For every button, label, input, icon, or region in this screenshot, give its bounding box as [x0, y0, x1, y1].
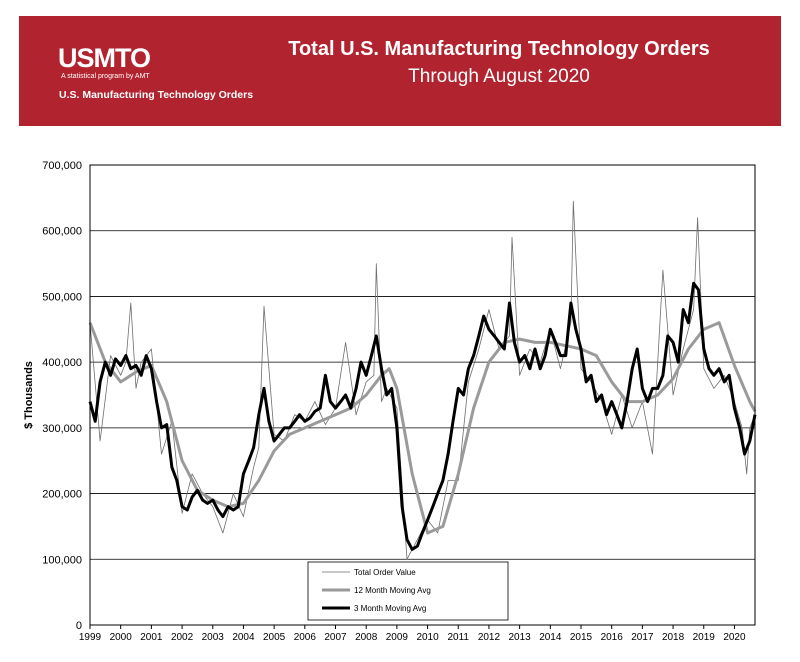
y-tick-label: 700,000: [42, 160, 82, 172]
x-tick-label: 2008: [355, 632, 378, 643]
legend-label: Total Order Value: [354, 568, 416, 577]
line-chart: 0 100,000 200,000 300,000 400,000 500,000 600,…: [23, 160, 757, 643]
x-tick-label: 2020: [723, 632, 746, 643]
chart-subtitle: Through August 2020: [408, 66, 590, 87]
x-tick-label: 2011: [447, 632, 469, 643]
x-tick-label: 2001: [140, 632, 163, 643]
x-tick-label: 2007: [324, 632, 347, 643]
legend-label: 3 Month Moving Avg: [354, 604, 426, 613]
x-tick-label: 2012: [478, 632, 501, 643]
x-tick-label: 2000: [110, 632, 133, 643]
usmto-logo: USMTO: [58, 43, 151, 73]
y-tick-label: 300,000: [42, 423, 82, 435]
x-tick-label: 2019: [693, 632, 716, 643]
series-lines: [88, 200, 757, 560]
y-tick-label: 200,000: [42, 489, 82, 501]
y-tick-label: 0: [76, 620, 82, 632]
x-tick-label: 2003: [202, 632, 225, 643]
header-banner: USMTO A statistical program by AMT U.S. …: [19, 16, 781, 126]
y-tick-label: 400,000: [42, 357, 82, 369]
y-tick-label: 500,000: [42, 291, 82, 303]
x-tick-label: 2018: [662, 632, 685, 643]
x-tick-label: 2013: [509, 632, 532, 643]
y-axis-label: $ Thousands: [23, 361, 35, 429]
chart-title: Total U.S. Manufacturing Technology Orde…: [288, 38, 710, 60]
y-tick-label: 600,000: [42, 226, 82, 238]
x-tick-label: 2017: [631, 632, 654, 643]
x-tick-label: 2004: [232, 632, 255, 643]
y-tick-label: 100,000: [42, 554, 82, 566]
x-tick-label: 2006: [294, 632, 317, 643]
legend-label: 12 Month Moving Avg: [354, 586, 431, 595]
x-tick-label: 2015: [570, 632, 593, 643]
x-tick-label: 2016: [601, 632, 624, 643]
x-tick-label: 2009: [386, 632, 409, 643]
x-axis-ticks: 1999 2000 2001 2002 2003 2004 2005 2006 2007 2008…: [79, 625, 746, 643]
legend: Total Order Value 12 Month Moving Avg 3 Mo…: [307, 561, 509, 621]
x-tick-label: 2014: [539, 632, 562, 643]
plot-border: [89, 164, 756, 626]
logo-tagline: A statistical program by AMT: [61, 73, 150, 80]
brand-line: U.S. Manufacturing Technology Orders: [59, 89, 254, 101]
x-tick-label: 1999: [79, 632, 102, 643]
x-tick-label: 2002: [171, 632, 194, 643]
x-tick-label: 2010: [416, 632, 439, 643]
y-axis-ticks: 0 100,000 200,000 300,000 400,000 500,000 600,…: [42, 160, 82, 632]
series-line-2: [88, 281, 757, 551]
x-tick-label: 2005: [263, 632, 286, 643]
